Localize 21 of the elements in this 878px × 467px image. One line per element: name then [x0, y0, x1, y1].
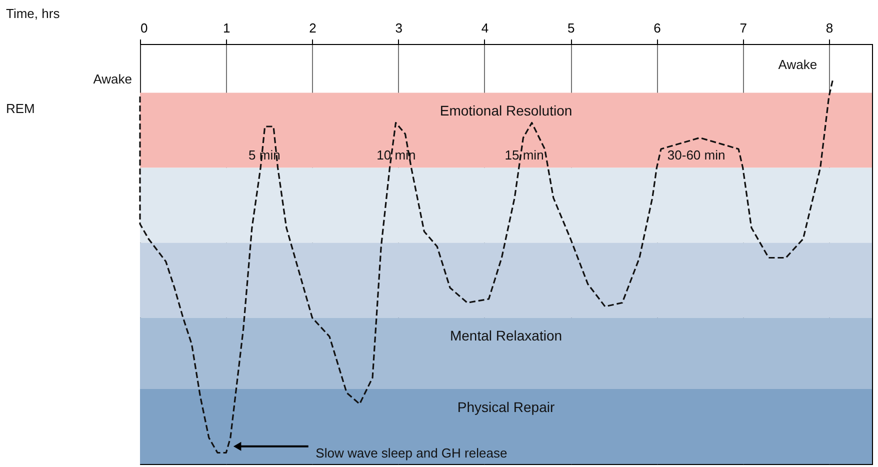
x-tick-label: 3	[395, 20, 402, 36]
annotation: Slow wave sleep and GH release	[316, 446, 508, 460]
x-tick-label: 0	[140, 20, 148, 36]
annotation: 10 min	[376, 147, 416, 162]
text: REM	[6, 101, 35, 116]
text: Awake	[778, 57, 818, 72]
text: Time, hrs	[6, 6, 60, 21]
x-tick-label: 6	[654, 20, 661, 36]
band-label: Emotional Resolution	[440, 102, 572, 119]
x-tick-label: 2	[309, 20, 316, 36]
band-label: Mental Relaxation	[450, 328, 562, 344]
x-tick-label: 8	[826, 20, 834, 36]
annotation: 30-60 min	[667, 147, 726, 162]
x-tick-label: 5	[567, 20, 575, 36]
x-tick-label: 1	[223, 20, 230, 36]
annotation: 5 min	[248, 147, 280, 162]
band-label: Physical Repair	[457, 398, 555, 415]
x-tick-label: 4	[481, 20, 489, 36]
x-tick-label: 7	[740, 20, 747, 36]
text: Awake	[93, 72, 132, 87]
annotation: 15 min	[504, 147, 544, 162]
